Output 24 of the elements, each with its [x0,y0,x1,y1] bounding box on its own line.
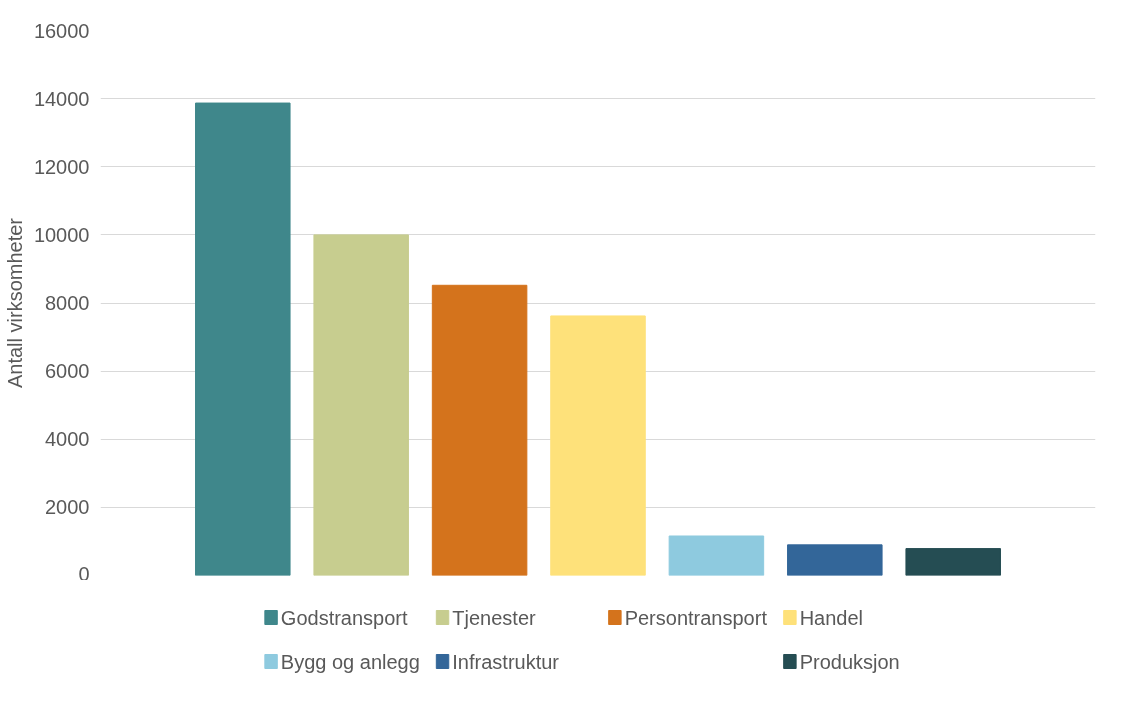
bar [195,102,291,576]
legend-label: Infrastruktur [452,650,560,673]
y-axis-title: Antall virksomheter [3,217,26,389]
bar [668,535,765,576]
bar [313,234,409,576]
legend-label: Persontransport [624,606,768,629]
y-tick-label: 10000 [33,223,90,246]
y-tick-label: 6000 [45,360,90,383]
bar [787,544,883,576]
y-tick-label: 16000 [33,19,90,42]
legend-label: Godstransport [280,606,409,629]
legend-label: Bygg og anlegg [280,650,420,673]
y-tick-label: 14000 [33,87,90,110]
legend-label: Produksjon [799,650,900,673]
legend-label: Tjenester [452,606,537,629]
y-tick-label: 0 [78,562,90,585]
y-tick-label: 4000 [45,428,90,451]
y-tick-label: 12000 [33,155,90,178]
legend-label: Handel [799,606,864,629]
bar [905,548,1001,576]
bar [431,284,528,576]
y-tick-label: 2000 [45,496,90,519]
y-tick-label: 8000 [45,292,90,314]
bar [550,315,646,576]
